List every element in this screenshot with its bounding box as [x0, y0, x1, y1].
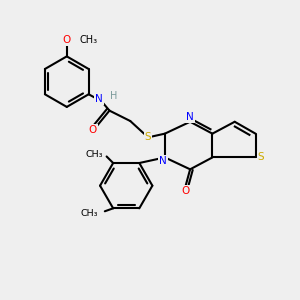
Text: H: H — [110, 91, 117, 101]
Text: N: N — [160, 156, 167, 166]
Text: S: S — [145, 132, 152, 142]
Text: CH₃: CH₃ — [85, 150, 103, 159]
Text: N: N — [186, 112, 194, 122]
Text: CH₃: CH₃ — [79, 35, 98, 45]
Text: S: S — [258, 152, 264, 162]
Text: CH₃: CH₃ — [81, 209, 98, 218]
Text: O: O — [88, 125, 97, 135]
Text: N: N — [95, 94, 103, 104]
Text: O: O — [182, 186, 190, 196]
Text: O: O — [63, 35, 71, 45]
